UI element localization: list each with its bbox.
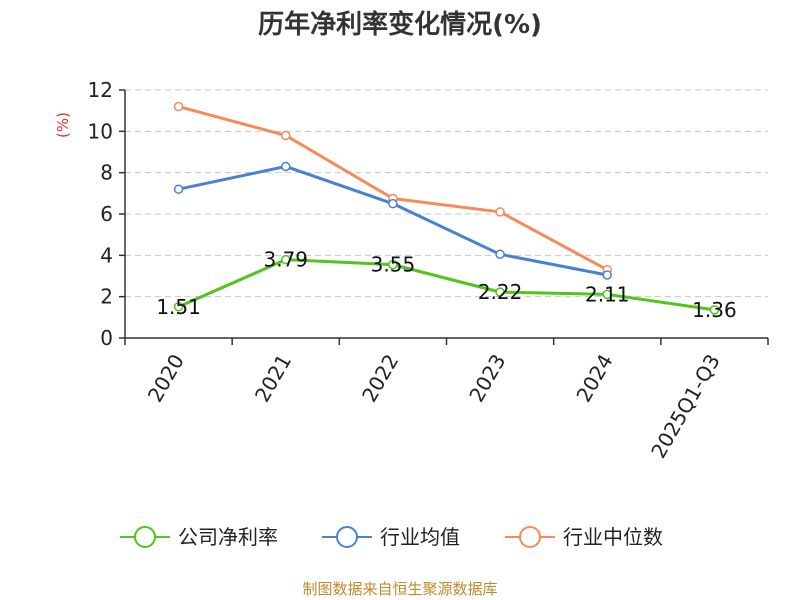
- x-tick-label: 2024: [571, 350, 617, 406]
- series-group: [173, 101, 720, 315]
- y-tick-label: 10: [88, 119, 113, 143]
- y-tick-label: 4: [100, 243, 113, 267]
- series-point-1: [281, 161, 291, 172]
- series-point-1: [173, 184, 184, 194]
- series-point-0: [281, 254, 291, 265]
- legend[interactable]: 公司净利率 行业均值 行业中位数: [120, 525, 663, 549]
- data-label: 1.36: [692, 298, 737, 322]
- legend-item-2[interactable]: 行业中位数: [505, 525, 663, 549]
- y-tick-label: 2: [100, 285, 113, 309]
- x-tick-label: 2025Q1-Q3: [646, 350, 725, 462]
- x-tick-label: 2022: [357, 350, 403, 406]
- series-point-0: [173, 302, 184, 312]
- series-point-2: [173, 101, 184, 112]
- data-label: 1.51: [156, 295, 201, 319]
- grid-lines: [125, 89, 768, 298]
- series-line-2: [178, 105, 608, 272]
- legend-marker: [134, 526, 156, 548]
- y-tick-label: 0: [100, 326, 113, 350]
- source-note: 制图数据来自恒生聚源数据库: [302, 580, 497, 598]
- legend-marker: [519, 526, 541, 548]
- series-point-0: [495, 287, 505, 297]
- y-tick-label: 12: [88, 78, 113, 102]
- x-tick-label: 2023: [464, 350, 510, 406]
- data-label: 2.22: [478, 280, 523, 304]
- legend-item-1[interactable]: 行业均值: [322, 525, 460, 549]
- y-tick-label: 8: [100, 161, 113, 185]
- chart-title: 历年净利率变化情况(%): [258, 9, 542, 40]
- data-labels: 1.51 3.79 3.55 2.22 2.11 1.36: [156, 248, 736, 322]
- series-point-0: [602, 289, 612, 300]
- series-line-0: [177, 258, 715, 312]
- axes: 0 2 4 6 8 10 12 2020 2021 2022 2023 2024 2025Q1-Q3: [88, 78, 769, 462]
- series-point-1: [388, 198, 398, 209]
- y-axis-unit-label: (%): [54, 112, 72, 138]
- x-tick-label: 2021: [250, 350, 296, 406]
- legend-label: 行业中位数: [563, 525, 663, 549]
- x-tick-label: 2020: [143, 350, 189, 406]
- legend-label: 公司净利率: [178, 525, 278, 549]
- data-label: 3.55: [371, 253, 416, 277]
- series-point-2: [281, 130, 291, 141]
- data-label: 3.79: [263, 248, 308, 272]
- series-point-1: [495, 249, 505, 260]
- y-tick-label: 6: [100, 202, 113, 226]
- data-label: 2.11: [585, 282, 630, 306]
- series-point-0: [388, 259, 398, 270]
- legend-marker: [336, 526, 358, 548]
- legend-label: 行业均值: [380, 525, 460, 549]
- series-point-2: [495, 207, 505, 217]
- series-point-1: [602, 270, 612, 280]
- series-point-0: [709, 305, 720, 315]
- legend-item-0[interactable]: 公司净利率: [120, 525, 278, 549]
